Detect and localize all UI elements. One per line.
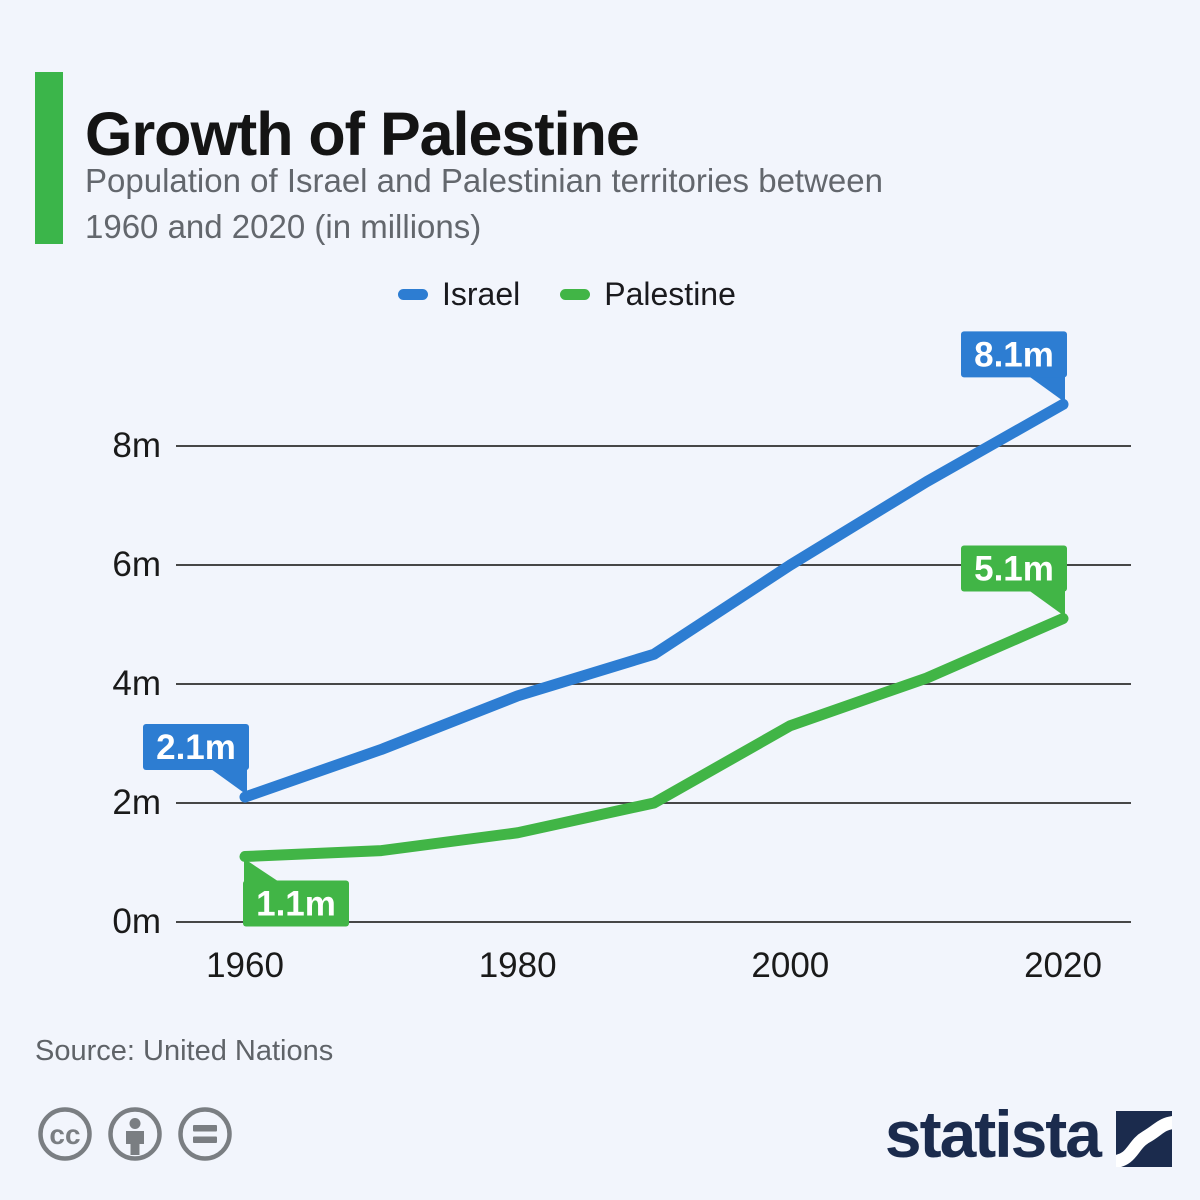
y-axis-tick-2m: 2m [112,783,161,822]
x-axis-tick-2020: 2020 [1024,946,1102,985]
y-axis-tick-4m: 4m [112,664,161,703]
cc-icon[interactable]: cc [36,1105,94,1163]
legend-marker-palestine-icon [560,289,591,300]
palestine-line [239,613,1069,863]
x-axis-tick-1960: 1960 [206,946,284,985]
israel-line [239,398,1069,803]
legend-label-israel: Israel [442,276,521,312]
license-icons: cc [36,1105,234,1163]
callout-8.1m: 8.1m [961,331,1067,403]
source-note: Source: United Nations [35,1035,334,1067]
callout-label-2.1m: 2.1m [156,728,236,767]
callout-label-8.1m: 8.1m [974,335,1054,374]
attribution-person-icon[interactable] [106,1105,164,1163]
callout-1.1m: 1.1m [243,858,349,927]
statista-logo[interactable]: statista [885,1096,1172,1172]
callout-label-1.1m: 1.1m [256,885,336,924]
x-axis-tick-2000: 2000 [751,946,830,985]
y-axis-tick-0m: 0m [112,902,161,941]
subtitle-line-1: Population of Israel and Palestinian ter… [85,162,883,199]
statista-wordmark: statista [884,1097,1102,1171]
y-axis-tick-8m: 8m [112,426,161,465]
legend-label-palestine: Palestine [604,276,736,312]
equals-icon[interactable] [176,1105,234,1163]
legend: Israel Palestine [398,276,736,313]
callout-label-5.1m: 5.1m [974,550,1054,589]
y-axis-tick-6m: 6m [112,545,161,584]
legend-item-israel[interactable]: Israel [398,276,520,313]
callout-5.1m: 5.1m [961,545,1067,617]
subtitle-line-2: 1960 and 2020 (in millions) [85,208,482,246]
page-subtitle: Population of Israel and Palestinian ter… [85,158,1145,250]
legend-marker-israel-icon [398,289,428,300]
page-title: Growth of Palestine [85,99,640,168]
x-axis-tick-1980: 1980 [478,946,557,985]
statista-mark-icon [1116,1111,1172,1167]
svg-text:cc: cc [49,1119,80,1150]
legend-item-palestine[interactable]: Palestine [560,276,736,313]
title-accent-bar [35,72,63,244]
callout-2.1m: 2.1m [143,724,249,796]
